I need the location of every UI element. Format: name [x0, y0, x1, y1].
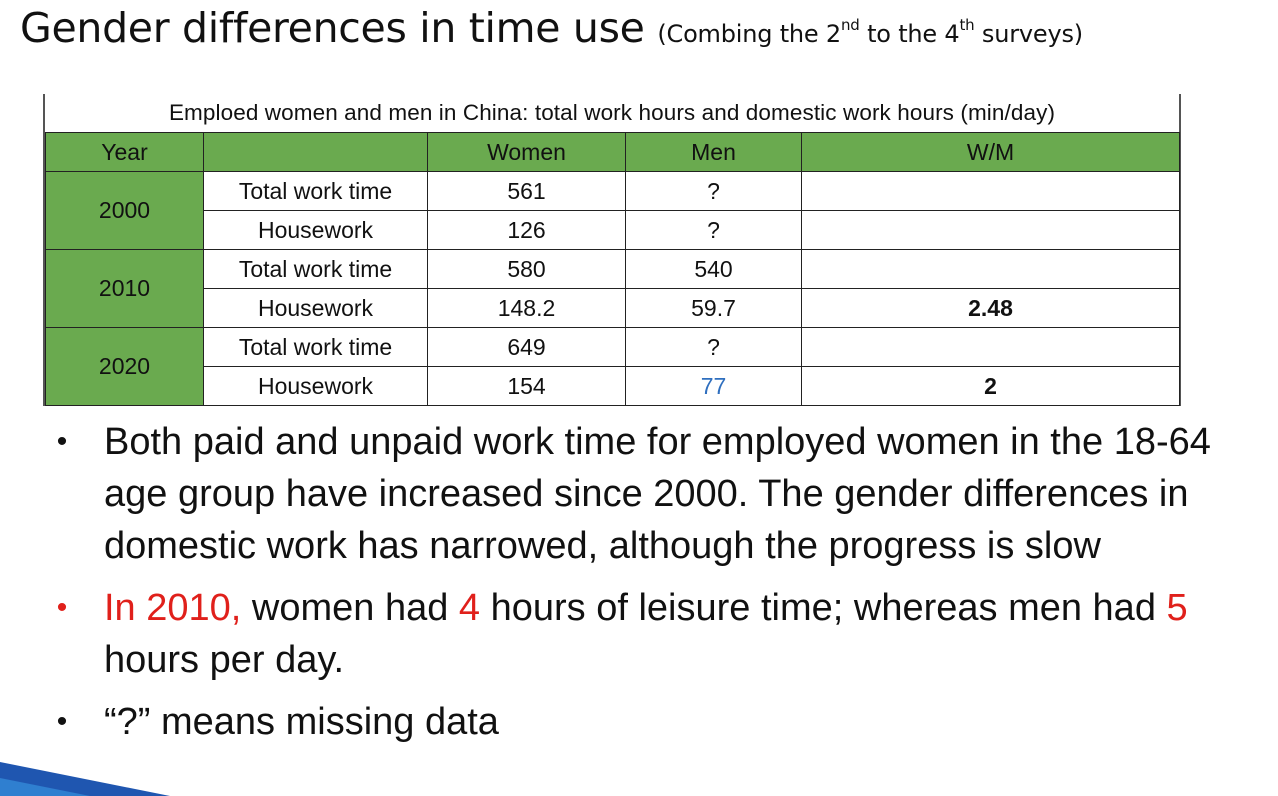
wm-cell	[801, 210, 1180, 250]
category-cell: Housework	[203, 366, 428, 406]
bullet-marker: •	[56, 425, 68, 458]
bullet-text: hours of leisure time; whereas men had	[480, 587, 1167, 629]
subtitle-sup-th: th	[959, 16, 975, 34]
slide-title: Gender differences in time use (Combing …	[20, 4, 1083, 52]
category-cell: Total work time	[203, 171, 428, 211]
men-leisure-hours: 5	[1166, 587, 1188, 629]
table-row: 2020 Total work time 649 ?	[45, 327, 1180, 406]
category-cell: Housework	[203, 210, 428, 250]
table-row: Housework 154 77 2	[46, 366, 1180, 406]
header-men: Men	[625, 132, 802, 172]
bullet-item-missing-data: • “?” means missing data	[52, 696, 1252, 748]
category-cell: Total work time	[203, 249, 428, 289]
bullet-item-trend: • Both paid and unpaid work time for emp…	[52, 416, 1252, 572]
bullet-list: • Both paid and unpaid work time for emp…	[52, 416, 1252, 758]
women-cell: 154	[427, 366, 626, 406]
wm-cell	[801, 327, 1180, 367]
wm-cell: 2.48	[801, 288, 1180, 328]
bullet-text: “?” means missing data	[104, 701, 499, 743]
time-use-table: Year Women Men W/M 2000 Total work time …	[45, 132, 1180, 406]
bullet-marker: •	[56, 705, 68, 738]
corner-decoration	[0, 778, 90, 796]
men-cell: ?	[625, 171, 802, 211]
wm-cell	[801, 249, 1180, 289]
header-women: Women	[427, 132, 626, 172]
header-wm-ratio: W/M	[801, 132, 1180, 172]
bullet-text-year: In 2010,	[104, 587, 242, 629]
men-cell: 540	[625, 249, 802, 289]
subtitle-part: surveys)	[974, 20, 1083, 48]
women-leisure-hours: 4	[458, 587, 481, 629]
women-cell: 148.2	[427, 288, 626, 328]
category-cell: Total work time	[203, 327, 428, 367]
bullet-item-leisure: • In 2010, women had 4 hours of leisure …	[52, 582, 1252, 686]
wm-cell	[801, 171, 1180, 211]
women-cell: 561	[427, 171, 626, 211]
bullet-marker: •	[56, 591, 68, 624]
year-cell: 2000	[45, 171, 204, 250]
header-category	[203, 132, 428, 172]
table-row: Housework 148.2 59.7 2.48	[46, 288, 1180, 328]
women-cell: 126	[427, 210, 626, 250]
table-row: Housework 126 ?	[46, 210, 1180, 250]
subtitle-sup-nd: nd	[841, 16, 860, 34]
wm-cell: 2	[801, 366, 1180, 406]
table-header-row: Year Women Men W/M	[45, 132, 1180, 172]
men-cell: ?	[625, 327, 802, 367]
women-cell: 649	[427, 327, 626, 367]
men-cell: ?	[625, 210, 802, 250]
bullet-text: women had	[241, 587, 459, 629]
women-cell: 580	[427, 249, 626, 289]
time-use-table-container: Emploed women and men in China: total wo…	[43, 94, 1181, 406]
title-subtitle: (Combing the 2nd to the 4th surveys)	[657, 18, 1083, 49]
men-cell: 59.7	[625, 288, 802, 328]
title-main: Gender differences in time use	[20, 4, 645, 52]
bullet-text: hours per day.	[104, 639, 345, 681]
subtitle-part: to the 4	[859, 20, 960, 48]
table-row: 2010 Total work time 580 540	[45, 249, 1180, 328]
men-cell: 77	[625, 366, 802, 406]
bullet-text: Both paid and unpaid work time for emplo…	[104, 421, 1211, 567]
year-cell: 2020	[45, 327, 204, 406]
year-cell: 2010	[45, 249, 204, 328]
table-caption: Emploed women and men in China: total wo…	[168, 100, 1056, 125]
subtitle-part: (Combing the 2	[657, 20, 841, 48]
table-row: 2000 Total work time 561 ?	[45, 171, 1180, 250]
category-cell: Housework	[203, 288, 428, 328]
header-year: Year	[45, 132, 204, 172]
